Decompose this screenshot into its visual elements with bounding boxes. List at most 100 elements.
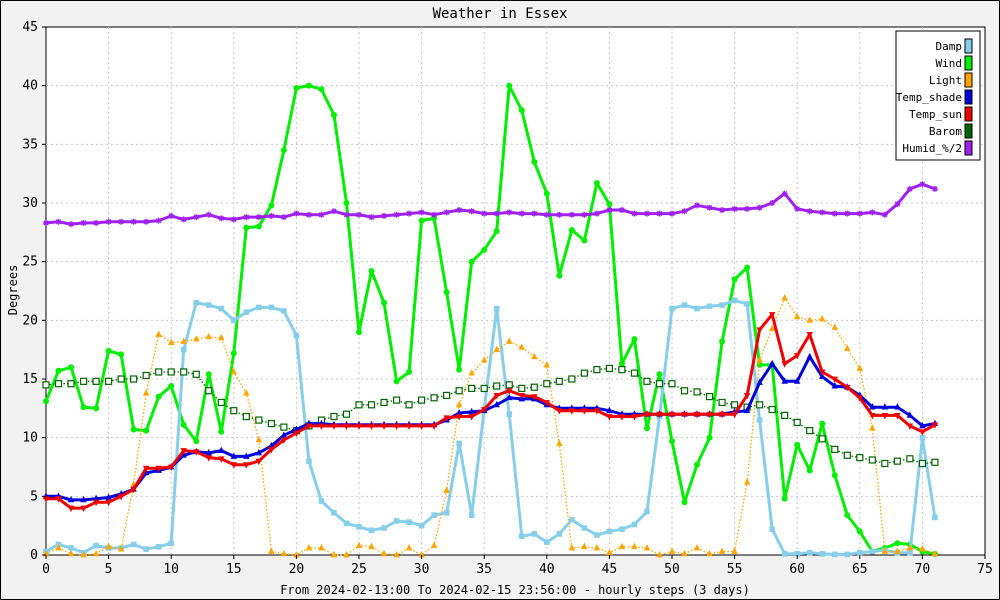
data-point	[794, 312, 801, 320]
data-point	[543, 400, 550, 407]
data-point	[781, 190, 788, 197]
data-point	[693, 411, 701, 419]
data-point	[193, 299, 200, 306]
data-point	[881, 412, 889, 420]
data-point	[231, 317, 237, 324]
data-point	[418, 209, 425, 216]
data-point	[794, 353, 801, 360]
data-point	[919, 421, 926, 429]
data-point	[919, 429, 926, 436]
data-point	[794, 441, 801, 448]
data-point	[268, 202, 275, 209]
data-point	[43, 219, 49, 226]
data-point	[819, 551, 826, 557]
data-point	[781, 411, 789, 419]
x-tick-label: 5	[105, 562, 113, 577]
data-point	[456, 207, 463, 214]
data-point	[80, 404, 87, 411]
data-point	[794, 377, 801, 384]
data-point	[443, 509, 450, 516]
data-point	[631, 210, 638, 217]
data-point	[393, 423, 400, 430]
data-point	[794, 551, 800, 557]
data-point	[218, 215, 225, 222]
x-tick-label: 30	[414, 562, 430, 577]
data-point	[281, 308, 287, 314]
data-point	[393, 378, 400, 385]
data-point	[155, 465, 162, 473]
data-point	[305, 543, 313, 551]
data-point	[143, 427, 150, 434]
data-point	[618, 360, 625, 367]
data-point	[831, 210, 838, 217]
data-point	[756, 361, 763, 368]
data-point	[819, 209, 826, 216]
data-point	[631, 414, 638, 421]
data-point	[355, 401, 363, 409]
data-point	[731, 276, 738, 283]
data-point	[681, 302, 688, 308]
data-point	[618, 207, 625, 214]
data-point	[343, 200, 350, 206]
data-point	[932, 514, 938, 521]
data-point	[192, 370, 200, 378]
data-point	[205, 302, 212, 308]
data-point	[593, 180, 600, 187]
data-point	[293, 210, 300, 217]
data-point	[931, 549, 939, 557]
data-point	[318, 211, 325, 218]
legend-label: Barom	[929, 125, 962, 138]
data-point	[493, 305, 500, 312]
data-point	[117, 375, 125, 383]
legend-swatch	[964, 55, 973, 71]
data-point	[506, 393, 513, 401]
data-point	[468, 258, 475, 265]
data-point	[656, 551, 663, 558]
series-layer	[42, 82, 939, 558]
data-point	[443, 391, 451, 400]
data-point	[130, 426, 137, 433]
data-point	[506, 411, 513, 417]
data-point	[706, 411, 713, 419]
data-point	[493, 400, 500, 408]
data-point	[306, 458, 312, 464]
data-point	[606, 414, 613, 421]
data-point	[180, 337, 187, 344]
data-point	[506, 82, 513, 89]
data-point	[193, 214, 200, 221]
data-point	[694, 461, 701, 468]
data-point	[418, 396, 426, 404]
data-point	[744, 264, 751, 271]
data-point	[455, 414, 463, 421]
data-point	[168, 464, 175, 471]
data-point	[831, 551, 838, 558]
legend-label: Temp_sun	[909, 108, 962, 121]
data-point	[694, 202, 701, 209]
data-point	[468, 384, 476, 392]
y-tick-label: 45	[22, 20, 38, 35]
data-point	[243, 224, 250, 231]
data-point	[468, 369, 475, 376]
data-point	[718, 398, 726, 407]
data-point	[581, 237, 588, 244]
data-point	[418, 522, 425, 529]
data-point	[907, 549, 913, 556]
legend-label: Light	[929, 74, 962, 87]
data-point	[455, 400, 463, 408]
data-point	[656, 411, 663, 419]
data-point	[230, 452, 237, 459]
data-point	[293, 430, 300, 437]
x-tick-label: 60	[789, 562, 805, 577]
data-point	[606, 528, 613, 535]
data-point	[168, 212, 175, 219]
y-tick-label: 0	[30, 548, 38, 563]
data-point	[906, 543, 914, 551]
data-point	[493, 228, 500, 235]
data-point	[230, 367, 237, 375]
data-point	[380, 423, 388, 430]
data-point	[869, 424, 876, 431]
data-point	[180, 216, 187, 223]
data-point	[55, 496, 62, 503]
data-point	[781, 294, 788, 301]
data-point	[42, 381, 50, 389]
